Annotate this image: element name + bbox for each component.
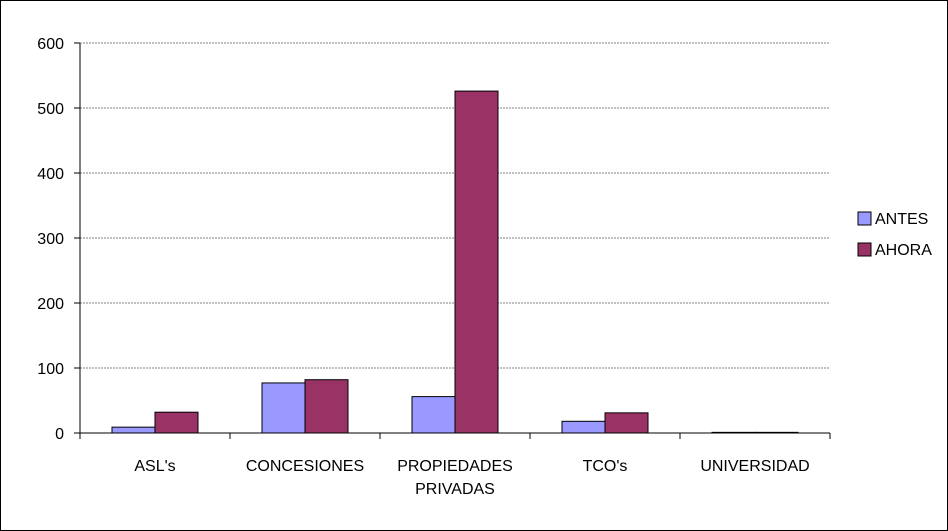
legend-swatch-antes bbox=[857, 211, 872, 226]
y-tick-label: 200 bbox=[37, 296, 64, 313]
x-category-label: PRIVADAS bbox=[415, 481, 495, 498]
bars bbox=[111, 90, 799, 434]
y-tick-label: 600 bbox=[37, 36, 64, 53]
legend: ANTES AHORA bbox=[857, 211, 932, 259]
x-category-label: UNIVERSIDAD bbox=[700, 458, 809, 475]
bar-ahora-3 bbox=[604, 412, 649, 434]
y-tick-label: 300 bbox=[37, 231, 64, 248]
y-axis-ticks: 0 100 200 300 400 500 600 bbox=[37, 36, 80, 443]
bar-antes-2 bbox=[411, 396, 456, 434]
y-tick-label: 0 bbox=[55, 426, 64, 443]
x-category-label: ASL's bbox=[134, 458, 175, 475]
bar-ahora-0 bbox=[154, 411, 199, 434]
bar-antes-3 bbox=[561, 420, 606, 434]
bar-antes-0 bbox=[111, 426, 156, 434]
bar-ahora-2 bbox=[454, 90, 499, 434]
x-axis-ticks: ASL's CONCESIONES PROPIEDADES PRIVADAS TCO's… bbox=[79, 433, 831, 498]
legend-label-ahora: AHORA bbox=[875, 242, 932, 259]
legend-label-antes: ANTES bbox=[875, 211, 928, 228]
y-tick-label: 100 bbox=[37, 361, 64, 378]
bar-antes-1 bbox=[261, 382, 306, 434]
legend-swatch-ahora bbox=[857, 242, 872, 257]
x-category-label: TCO's bbox=[583, 458, 628, 475]
x-category-label: CONCESIONES bbox=[246, 458, 364, 475]
y-tick-label: 400 bbox=[37, 166, 64, 183]
x-category-label: PROPIEDADES bbox=[397, 458, 513, 475]
bar-ahora-1 bbox=[304, 379, 349, 434]
y-tick-label: 500 bbox=[37, 101, 64, 118]
